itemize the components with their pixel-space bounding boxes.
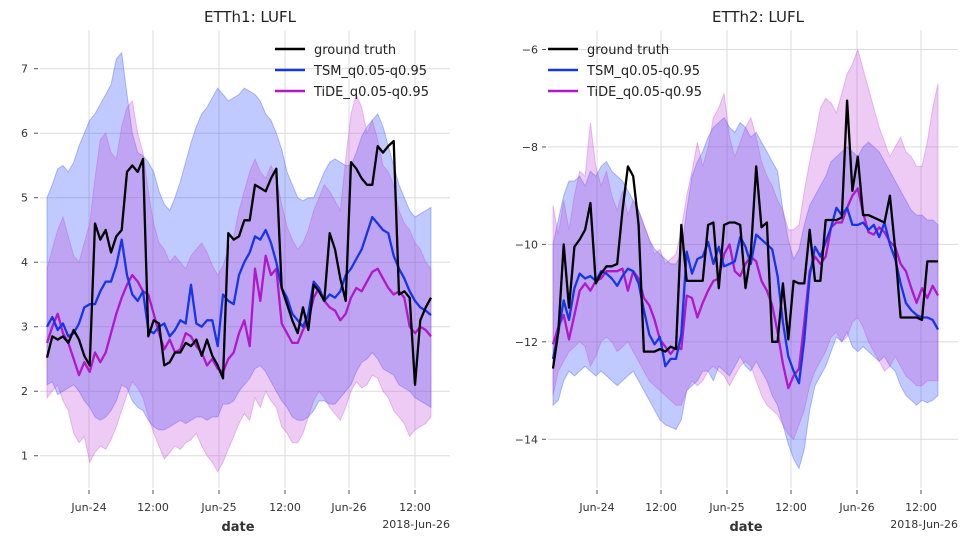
y-tick-label: 7 [21, 63, 28, 76]
x-tick-label: 12:00 [269, 501, 301, 514]
series-line-truth [551, 99, 938, 369]
x-offset-label: 2018-Jun-26 [890, 518, 958, 531]
x-tick-label: 12:00 [645, 501, 677, 514]
series-line-tide [551, 187, 940, 390]
y-tick-label: −8 [522, 141, 538, 154]
x-tick-label: 12:00 [399, 501, 431, 514]
confidence-band-tsm [46, 51, 432, 431]
legend: ground truth TSM_q0.05-q0.95 TiDE_q0.05-q0… [548, 43, 702, 100]
chart-panel-etth2: −14 −12 −10 −8 −6 Jun-24 12:00 Jun-25 12:00 Jun-2… [515, 8, 958, 535]
legend-label-tsm: TSM_q0.05-q0.95 [313, 64, 427, 79]
x-tick-label: 12:00 [137, 501, 169, 514]
x-tick-label: Jun-25 [200, 501, 236, 514]
x-axis-label: date [221, 520, 254, 535]
x-tick-label: Jun-25 [708, 501, 744, 514]
legend-label-tide: TiDE_q0.05-q0.95 [313, 85, 429, 100]
y-tick-label: −10 [515, 238, 538, 251]
chart-title: ETTh1: LUFL [204, 8, 297, 26]
series-line-tide [45, 254, 432, 377]
series-line-truth [45, 139, 433, 386]
legend: ground truth TSM_q0.05-q0.95 TiDE_q0.05-q0… [275, 43, 429, 100]
y-tick-label: 4 [21, 256, 28, 269]
x-tick-label: Jun-26 [330, 501, 366, 514]
confidence-band-tide [552, 47, 939, 441]
chart-panel-etth1: 1 2 3 4 5 6 7 Jun-24 12:00 Jun-25 12:00 Jun-26 12:00… [21, 8, 450, 535]
chart-title: ETTh2: LUFL [712, 8, 805, 26]
x-axis-label: date [729, 520, 762, 535]
y-tick-label: 1 [21, 450, 28, 463]
y-tick-label: 2 [21, 385, 28, 398]
grid [548, 30, 958, 488]
x-tick-label: Jun-26 [838, 501, 874, 514]
x-tick-label: 12:00 [905, 501, 937, 514]
legend-label-tsm: TSM_q0.05-q0.95 [586, 64, 700, 79]
y-tick-label: 6 [21, 127, 28, 140]
y-tick-label: 5 [21, 192, 28, 205]
x-tick-label: Jun-24 [70, 501, 106, 514]
series-line-tsm [551, 206, 940, 385]
x-tick-label: 12:00 [775, 501, 807, 514]
legend-label-truth: ground truth [587, 43, 669, 58]
x-tick-label: Jun-24 [578, 501, 614, 514]
y-tick-label: −14 [515, 433, 538, 446]
x-offset-label: 2018-Jun-26 [382, 518, 450, 531]
grid [40, 30, 450, 488]
y-tick-label: −12 [515, 336, 538, 349]
y-tick-label: −6 [522, 43, 538, 56]
legend-label-tide: TiDE_q0.05-q0.95 [586, 85, 702, 100]
y-tick-label: 3 [21, 321, 28, 334]
series-line-tsm [45, 215, 432, 348]
legend-label-truth: ground truth [314, 43, 396, 58]
